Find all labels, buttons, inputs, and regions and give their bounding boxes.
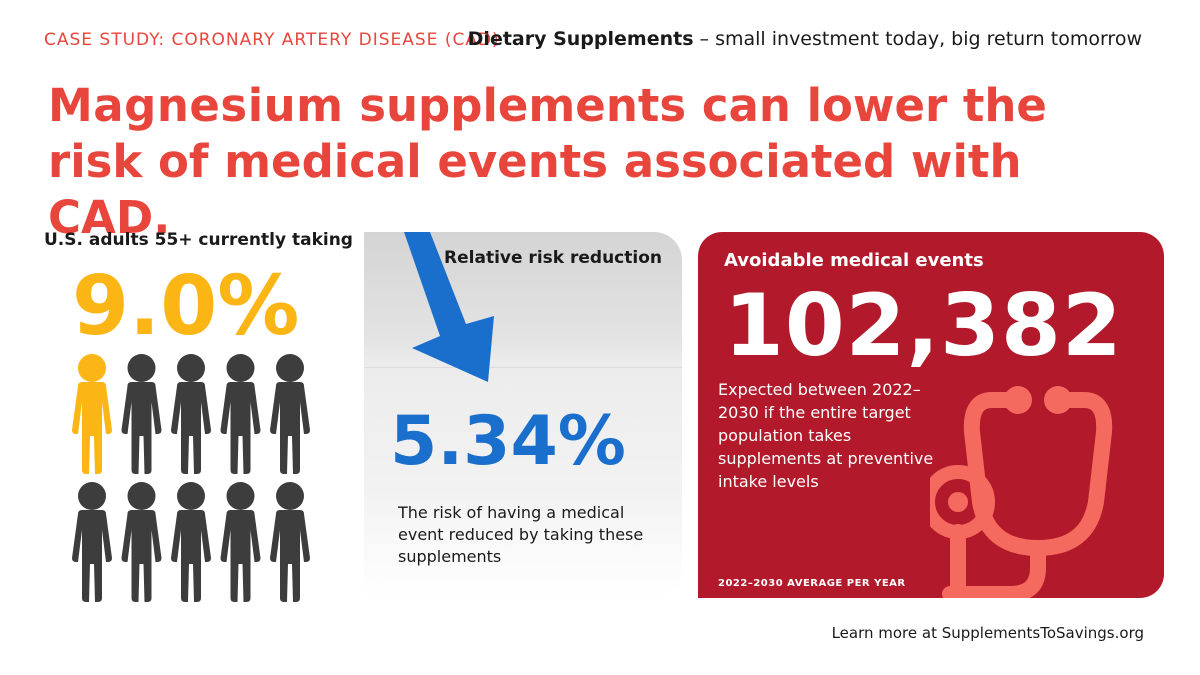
risk-panel: Relative risk reduction 5.34% The risk o… bbox=[364, 232, 682, 598]
person-icon bbox=[121, 354, 162, 474]
events-caption: Expected between 2022–2030 if the entire… bbox=[718, 380, 934, 491]
events-footnote: 2022–2030 AVERAGE PER YEAR bbox=[718, 578, 906, 589]
risk-value: 5.34% bbox=[390, 402, 626, 481]
people-icon-grid bbox=[72, 354, 310, 602]
tagline-rest: – small investment today, big return tom… bbox=[693, 28, 1142, 50]
panel-divider bbox=[364, 367, 682, 368]
person-icon bbox=[171, 482, 211, 602]
tagline-bold: Dietary Supplements bbox=[467, 28, 694, 50]
headline-rest: supplements can lower the risk of medica… bbox=[48, 79, 1047, 244]
headline: Magnesium supplements can lower the risk… bbox=[48, 78, 1148, 246]
adoption-value: 9.0% bbox=[72, 259, 300, 354]
tagline: Dietary Supplements – small investment t… bbox=[468, 28, 1142, 50]
footer-link-text: Learn more at SupplementsToSavings.org bbox=[831, 624, 1144, 642]
risk-caption: The risk of having a medical event reduc… bbox=[398, 503, 644, 566]
case-study-label: CASE STUDY: CORONARY ARTERY DISEASE (CAD… bbox=[44, 30, 500, 50]
adoption-label: U.S. adults 55+ currently taking bbox=[44, 230, 353, 250]
person-icon bbox=[171, 354, 211, 474]
down-arrow-icon bbox=[400, 232, 494, 382]
events-panel: Avoidable medical events 102,382 Expecte… bbox=[698, 232, 1164, 598]
person-icon bbox=[72, 482, 112, 602]
events-title: Avoidable medical events bbox=[724, 250, 984, 271]
events-value: 102,382 bbox=[724, 276, 1123, 376]
stethoscope-icon bbox=[930, 386, 1113, 598]
headline-emphasis: Magnesium bbox=[48, 79, 344, 132]
risk-title: Relative risk reduction bbox=[444, 248, 662, 268]
person-icon bbox=[72, 354, 112, 474]
person-icon bbox=[220, 482, 261, 602]
person-icon bbox=[270, 482, 310, 602]
person-icon bbox=[220, 354, 261, 474]
person-icon bbox=[270, 354, 310, 474]
person-icon bbox=[121, 482, 162, 602]
